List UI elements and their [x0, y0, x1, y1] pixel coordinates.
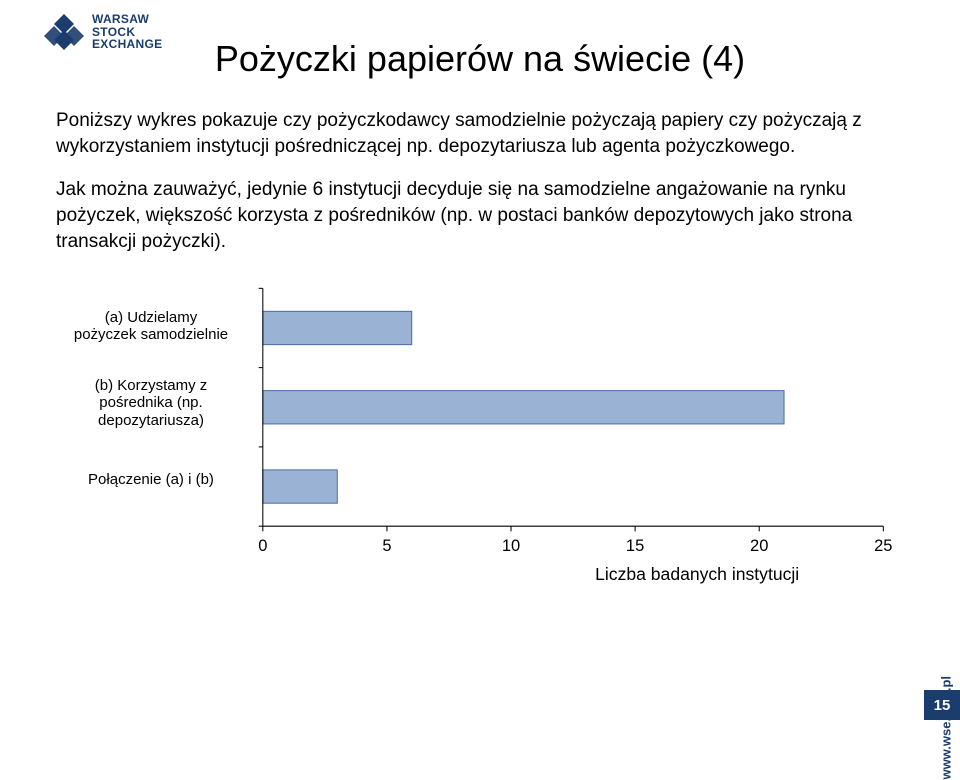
brand-name-line3: EXCHANGE — [92, 38, 162, 51]
category-label: (b) Korzystamy zpośrednika (np.depozytar… — [56, 377, 246, 429]
page-number: 15 — [924, 690, 960, 720]
brand-name: WARSAW STOCK EXCHANGE — [92, 13, 162, 51]
x-tick-label: 0 — [258, 536, 267, 555]
x-axis-title: Liczba badanych instytucji — [595, 564, 799, 584]
x-tick-label: 20 — [750, 536, 768, 555]
bar — [263, 391, 784, 424]
category-label: Połączenie (a) i (b) — [56, 471, 246, 488]
category-label: (a) Udzielamypożyczek samodzielnie — [56, 309, 246, 344]
x-tick-label: 5 — [382, 536, 391, 555]
brand-logo: WARSAW STOCK EXCHANGE — [44, 12, 162, 52]
slide: WARSAW STOCK EXCHANGE Pożyczki papierów … — [0, 0, 960, 720]
page-title: Pożyczki papierów na świecie (4) — [56, 38, 904, 80]
x-tick-label: 10 — [502, 536, 520, 555]
wse-diamond-icon — [44, 12, 84, 52]
paragraph-2: Jak można zauważyć, jedynie 6 instytucji… — [56, 177, 904, 254]
brand-name-line1: WARSAW — [92, 13, 162, 26]
paragraph-1: Poniższy wykres pokazuje czy pożyczkodaw… — [56, 108, 904, 159]
x-tick-label: 25 — [874, 536, 892, 555]
x-tick-label: 15 — [626, 536, 644, 555]
chart-container: (a) Udzielamypożyczek samodzielnie (b) Ko… — [56, 278, 904, 593]
bar — [263, 470, 337, 503]
bar — [263, 312, 412, 345]
body-text: Poniższy wykres pokazuje czy pożyczkodaw… — [56, 108, 904, 254]
slide-footer: www.wse.com.pl 15 — [924, 0, 960, 720]
